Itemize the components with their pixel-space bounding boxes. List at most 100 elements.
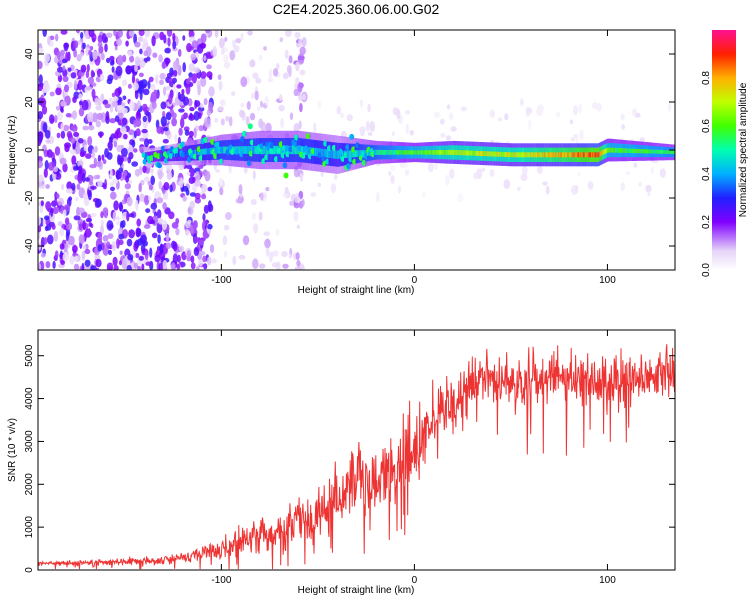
heatmap-cell <box>186 164 193 170</box>
heatmap-cell <box>597 152 599 158</box>
heatmap-cell <box>112 211 116 222</box>
heatmap-ytick-label: 20 <box>24 96 35 108</box>
heatmap-cell <box>572 133 579 139</box>
heatmap-cell <box>94 254 101 260</box>
heatmap-cell <box>134 64 138 73</box>
heatmap-cell <box>241 146 243 154</box>
heatmap-cell <box>156 209 162 220</box>
heatmap-cell <box>117 98 122 106</box>
heatmap-cell <box>298 38 303 48</box>
heatmap-cell <box>108 97 114 105</box>
heatmap-cell <box>184 150 186 156</box>
heatmap-cell <box>186 150 188 156</box>
heatmap-cell <box>265 246 270 257</box>
heatmap-cell <box>113 265 119 270</box>
heatmap-cell <box>88 125 95 131</box>
heatmap-cell <box>301 199 305 207</box>
heatmap-cell <box>152 154 155 159</box>
heatmap-cell <box>65 231 70 241</box>
heatmap-cell <box>126 211 130 222</box>
heatmap-cell <box>337 150 339 159</box>
heatmap-cell <box>569 152 571 158</box>
heatmap-cell <box>60 30 68 35</box>
heatmap-cell <box>635 148 637 154</box>
heatmap-cell <box>528 119 532 130</box>
heatmap-cell <box>166 171 173 180</box>
heatmap-cell <box>511 152 514 158</box>
colorbar-gradient <box>712 30 736 270</box>
heatmap-cell <box>665 150 667 154</box>
heatmap-cell <box>472 150 474 156</box>
heatmap-xtick-label: 100 <box>599 275 616 286</box>
heatmap-cell <box>77 160 84 167</box>
heatmap-cell <box>449 149 451 155</box>
heatmap-cell <box>292 145 294 155</box>
heatmap-cell <box>565 152 567 158</box>
heatmap-cell <box>102 159 107 165</box>
heatmap-cell <box>278 105 285 112</box>
heatmap-cell <box>567 152 570 158</box>
heatmap-cell <box>150 175 155 186</box>
heatmap-cell <box>246 101 251 110</box>
heatmap-cell <box>530 152 532 158</box>
snr-ytick-label: 5000 <box>24 344 35 367</box>
heatmap-cell <box>359 150 361 157</box>
heatmap-cell <box>134 41 141 48</box>
heatmap-cell <box>203 117 211 128</box>
heatmap-cell <box>71 155 77 166</box>
heatmap-cell <box>335 150 337 159</box>
heatmap-cell <box>100 219 105 227</box>
heatmap-cell <box>525 152 527 158</box>
heatmap-cell <box>558 152 560 158</box>
heatmap-cell <box>259 263 266 269</box>
heatmap-cell <box>178 108 185 113</box>
heatmap-cell <box>440 150 442 155</box>
heatmap-cell <box>406 150 408 155</box>
heatmap-cell <box>43 237 48 245</box>
heatmap-cell <box>80 64 87 73</box>
colorbar-tick-label: 0.8 <box>701 71 712 85</box>
heatmap-cell <box>115 171 122 180</box>
heatmap-cell <box>329 149 331 158</box>
heatmap-cell <box>162 86 167 96</box>
heatmap-cell <box>498 151 500 157</box>
heatmap-cell <box>334 174 338 180</box>
heatmap-cell <box>365 150 367 157</box>
heatmap-cell <box>449 168 455 180</box>
heatmap-cell <box>192 220 198 230</box>
heatmap-cell <box>41 105 48 115</box>
heatmap-cell <box>294 145 296 155</box>
heatmap-cell <box>78 107 85 117</box>
heatmap-cell <box>654 149 656 154</box>
heatmap-cell <box>87 76 95 85</box>
heatmap-cell <box>150 83 156 91</box>
heatmap-cell <box>188 63 195 72</box>
heatmap-cell <box>177 151 179 157</box>
heatmap-cell <box>293 211 299 222</box>
heatmap-cell <box>70 137 76 144</box>
heatmap-cell <box>518 152 520 158</box>
heatmap-xtick-label: -100 <box>211 275 231 286</box>
heatmap-cell <box>258 118 264 129</box>
heatmap-cell <box>38 229 41 241</box>
heatmap-cell <box>62 252 70 262</box>
heatmap-cell <box>368 150 370 156</box>
heatmap-cell <box>160 126 165 135</box>
heatmap-cell <box>474 150 476 156</box>
heatmap-cell <box>443 150 445 155</box>
heatmap-cell <box>523 152 525 158</box>
heatmap-cell <box>177 48 182 57</box>
heatmap-cell <box>555 152 557 158</box>
heatmap-cell <box>456 150 459 155</box>
heatmap-cell <box>420 150 422 155</box>
heatmap-cell <box>78 165 83 175</box>
heatmap-cell <box>543 152 545 158</box>
heatmap-cell <box>247 146 249 154</box>
heatmap-cell <box>334 150 336 159</box>
heatmap-cell <box>67 71 72 78</box>
heatmap-cell <box>111 241 117 252</box>
heatmap-cell <box>165 242 172 249</box>
heatmap-cell <box>203 263 208 270</box>
heatmap-cell <box>313 122 317 133</box>
heatmap-cell <box>519 152 521 158</box>
